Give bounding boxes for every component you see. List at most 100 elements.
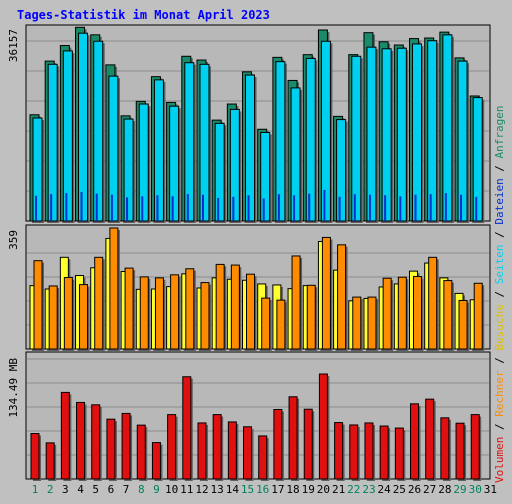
bar-volumen <box>273 408 284 481</box>
bar-dateien <box>247 195 250 221</box>
bar-seiten <box>47 63 60 223</box>
bar-dateien <box>429 194 432 221</box>
bar-rechner <box>382 277 394 351</box>
bar-volumen <box>334 422 345 481</box>
bar-volumen <box>258 435 269 481</box>
bar-seiten <box>123 118 136 223</box>
legend-separator: / <box>493 417 506 437</box>
x-tick-label: 4 <box>77 483 84 496</box>
bar-dateien <box>444 193 447 221</box>
bar-dateien <box>171 196 174 221</box>
x-tick-label: 26 <box>408 483 421 496</box>
x-tick-label: 18 <box>286 483 299 496</box>
bar-volumen <box>182 376 193 481</box>
bar-dateien <box>232 196 235 221</box>
bar-rechner <box>154 277 166 351</box>
bar-volumen <box>288 396 300 481</box>
bar-dateien <box>50 194 53 221</box>
bar-seiten <box>78 32 90 223</box>
legend-text: Volumen / Rechner / Besuche / Seiten / D… <box>493 105 506 483</box>
bar-rechner <box>306 284 318 351</box>
bar-rechner <box>473 282 485 351</box>
x-tick-label: 9 <box>153 483 160 496</box>
bar-dateien <box>65 193 68 221</box>
legend-item: Besuche <box>493 304 506 350</box>
legend-item: Seiten <box>493 245 506 285</box>
x-tick-label: 13 <box>211 483 224 496</box>
bar-rechner <box>215 263 227 351</box>
x-tick-label: 24 <box>378 483 392 496</box>
bar-volumen <box>455 422 467 481</box>
bar-rechner <box>94 256 105 351</box>
bar-rechner <box>337 244 348 351</box>
x-tick-label: 12 <box>195 483 208 496</box>
x-tick-label: 2 <box>47 483 54 496</box>
bar-seiten <box>336 119 348 223</box>
legend-separator: / <box>493 351 506 371</box>
bar-seiten <box>351 55 363 223</box>
bar-seiten <box>184 62 196 223</box>
bar-seiten <box>457 60 470 224</box>
bar-volumen <box>91 404 102 481</box>
bar-rechner <box>246 273 257 351</box>
bar-rechner <box>139 276 151 351</box>
x-tick-label: 21 <box>332 483 345 496</box>
bar-dateien <box>201 194 204 221</box>
bar-volumen <box>167 414 178 481</box>
bar-seiten <box>290 87 303 224</box>
bar-rechner <box>352 296 363 351</box>
bar-dateien <box>277 194 280 221</box>
bar-volumen <box>30 433 41 481</box>
bar-seiten <box>260 131 272 223</box>
x-tick-label: 11 <box>180 483 193 496</box>
x-tick-label: 20 <box>317 483 330 496</box>
bar-dateien <box>186 194 189 221</box>
bar-volumen <box>318 373 330 481</box>
bar-volumen <box>410 403 421 481</box>
bar-rechner <box>276 299 287 351</box>
x-tick-label: 5 <box>92 483 99 496</box>
bar-dateien <box>80 192 83 221</box>
x-axis-day-labels: 1 2 3 4 5 6 7 8 9 10 11 12 13 14 15 16 17 18 19 20 21 22 23 24 2… <box>32 483 497 496</box>
bar-rechner <box>291 255 303 351</box>
bar-dateien <box>141 196 144 221</box>
x-tick-label: 16 <box>256 483 269 496</box>
bar-seiten <box>214 122 227 223</box>
x-tick-label: 29 <box>453 483 466 496</box>
bottom-panel: 134.49 MB <box>7 351 491 481</box>
bar-seiten <box>108 75 120 224</box>
x-tick-label: 15 <box>241 483 254 496</box>
x-tick-label: 19 <box>302 483 315 496</box>
bar-volumen <box>60 391 72 481</box>
bar-dateien <box>126 197 129 221</box>
bar-seiten <box>381 48 394 223</box>
bar-seiten <box>305 57 318 223</box>
bar-volumen <box>303 408 315 481</box>
legend-separator: / <box>493 158 506 178</box>
bar-volumen <box>425 398 436 481</box>
bar-volumen <box>364 422 375 481</box>
bar-volumen <box>151 442 163 481</box>
legend-item: Anfragen <box>493 105 506 158</box>
bar-seiten <box>62 50 75 223</box>
bar-dateien <box>338 196 341 221</box>
top-panel: 36157 <box>7 24 491 224</box>
bar-dateien <box>399 196 402 221</box>
bar-rechner <box>33 260 44 351</box>
bar-volumen <box>212 414 224 481</box>
bar-volumen <box>243 426 254 481</box>
y-axis-max-label: 36157 <box>7 29 20 62</box>
bar-seiten <box>169 105 181 223</box>
bar-seiten <box>229 108 242 223</box>
bar-seiten <box>153 79 166 223</box>
bar-volumen <box>379 425 391 481</box>
bar-seiten <box>412 43 424 224</box>
x-tick-label: 23 <box>362 483 375 496</box>
bar-dateien <box>308 193 311 221</box>
bar-volumen <box>76 401 87 481</box>
x-tick-label: 22 <box>347 483 360 496</box>
bar-dateien <box>384 195 387 221</box>
x-tick-label: 8 <box>138 483 145 496</box>
